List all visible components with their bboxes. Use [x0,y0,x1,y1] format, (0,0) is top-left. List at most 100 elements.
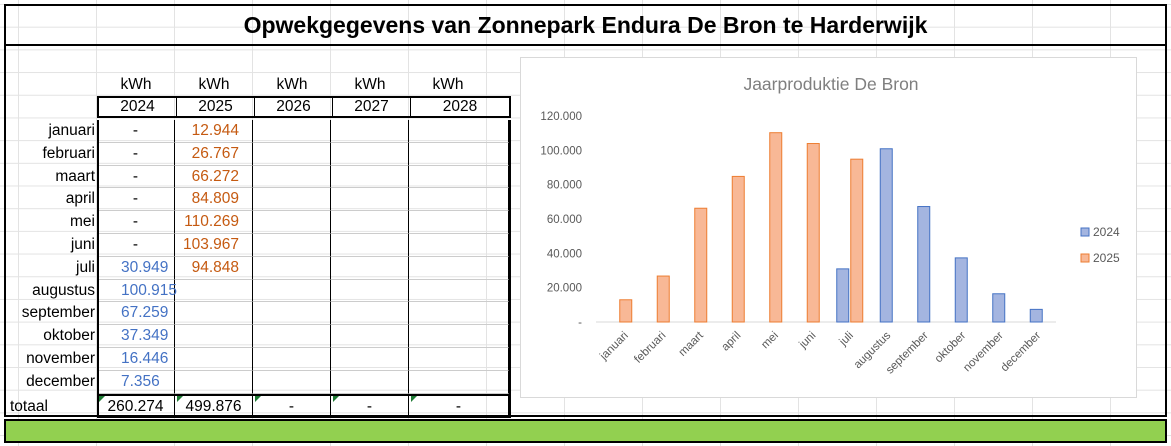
cell-2024[interactable]: - [97,211,175,234]
sheet-frame [4,4,1167,417]
y-tick-label: 100.000 [540,145,582,157]
cell-2025[interactable]: 12.944 [175,120,253,143]
bar-2024-september [917,206,931,323]
y-tick-label: 60.000 [547,214,582,226]
bar-2025-juli [850,158,864,323]
cell-2028[interactable] [409,234,509,257]
cell-2028[interactable] [409,120,509,143]
cell-2025[interactable]: 94.848 [175,256,253,280]
cell-2028[interactable] [409,370,509,394]
cell-2025[interactable] [175,279,253,303]
cell-2028[interactable] [409,325,509,348]
production-chart[interactable]: Jaarproduktie De Bron - 20.000 40.000 60.000… [520,57,1137,398]
cell-2025[interactable]: 66.272 [175,165,253,189]
cell-2028[interactable] [409,165,509,189]
cell-2026[interactable] [253,188,331,212]
bar-2024-augustus [879,148,893,323]
year-header-2027[interactable]: 2027 [333,98,411,116]
cell-2027[interactable] [331,234,409,257]
cell-2027[interactable] [331,325,409,348]
total-cell-2028[interactable]: - [409,395,509,419]
cell-2027[interactable] [331,279,409,303]
unit-label-2025: kWh [198,76,230,93]
cell-2024[interactable]: - [97,142,175,166]
cell-2024[interactable]: - [97,234,175,257]
cell-2028[interactable] [409,142,509,166]
cell-2027[interactable] [331,370,409,394]
cell-2027[interactable] [331,256,409,280]
x-tick-label: oktober [933,330,969,366]
cell-2027[interactable] [331,120,409,143]
cell-2024[interactable]: - [97,120,175,143]
cell-2027[interactable] [331,211,409,234]
cell-2025[interactable] [175,325,253,348]
legend-label-2025: 2025 [1093,251,1120,265]
total-cell-2027[interactable]: - [331,395,409,419]
cell-2026[interactable] [253,234,331,257]
cell-2025[interactable] [175,302,253,326]
cell-2027[interactable] [331,302,409,326]
cell-2024[interactable]: - [97,165,175,189]
cell-2024[interactable]: - [97,188,175,212]
year-header-2026[interactable]: 2026 [255,98,333,116]
legend-swatch-2025 [1080,253,1090,263]
x-tick-label: februari [632,330,668,366]
x-tick-label: december [999,330,1044,375]
cell-2027[interactable] [331,188,409,212]
month-label: december [26,372,95,390]
cell-2024[interactable]: 100.915 [97,279,177,303]
legend-label-2024: 2024 [1093,225,1120,239]
cell-2028[interactable] [409,279,509,303]
cell-2026[interactable] [253,211,331,234]
cell-2026[interactable] [253,302,331,326]
cell-2025[interactable] [175,348,253,371]
bar-2024-december [1029,308,1043,323]
cell-2027[interactable] [331,348,409,371]
cell-2026[interactable] [253,279,331,303]
formula-indicator-icon [255,395,261,402]
month-label: januari [48,122,95,139]
cell-2025[interactable]: 110.269 [175,211,253,234]
month-label: juli [76,258,95,276]
cell-2027[interactable] [331,142,409,166]
cell-2028[interactable] [409,211,509,234]
cell-2026[interactable] [253,348,331,371]
formula-indicator-icon [99,395,105,402]
chart-title: Jaarproduktie De Bron [743,74,918,94]
cell-2026[interactable] [253,325,331,348]
cell-2024[interactable]: 7.356 [97,370,175,394]
unit-label-2027: kWh [354,76,386,93]
cell-2025[interactable]: 26.767 [175,142,253,166]
month-label: maart [55,167,95,185]
year-header-2025[interactable]: 2025 [177,98,255,116]
cell-2028[interactable] [409,256,509,280]
total-cell-2024[interactable]: 260.274 [97,395,175,419]
bar-2024-juli [836,268,850,323]
year-header-2028[interactable]: 2028 [442,98,478,115]
cell-2026[interactable] [253,165,331,189]
month-label: augustus [32,281,95,299]
cell-2024[interactable]: 37.349 [97,325,175,348]
cell-2025[interactable]: 84.809 [175,188,253,212]
cell-2025[interactable] [175,370,253,394]
cell-2026[interactable] [253,142,331,166]
cell-2024[interactable]: 30.949 [97,256,175,280]
cell-2028[interactable] [409,348,509,371]
month-label: september [21,304,95,322]
cell-2027[interactable] [331,165,409,189]
cell-2024[interactable]: 16.446 [97,348,175,371]
cell-2028[interactable] [409,188,509,212]
y-tick-label: 40.000 [547,248,582,260]
month-label: mei [70,213,95,231]
total-cell-2025[interactable]: 499.876 [175,395,253,419]
cell-2026[interactable] [253,120,331,143]
cell-2028[interactable] [409,302,509,326]
cell-2024[interactable]: 67.259 [97,302,175,326]
cell-2026[interactable] [253,370,331,394]
x-tick-label: mei [759,330,781,352]
total-cell-2026[interactable]: - [253,395,331,419]
page-title: Opwekgegevens van Zonnepark Endura De Br… [243,12,928,38]
cell-2025[interactable]: 103.967 [175,234,253,257]
cell-2026[interactable] [253,256,331,280]
year-header-2024[interactable]: 2024 [99,98,177,116]
